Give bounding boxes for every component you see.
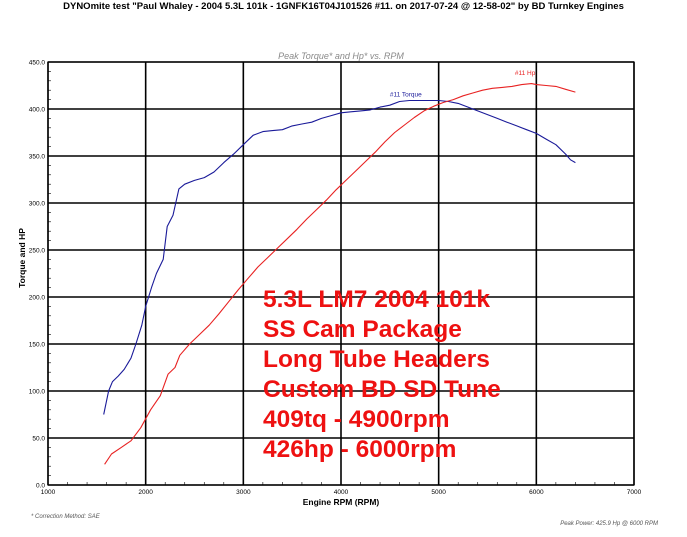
x-tick-label: 1000 <box>41 489 56 496</box>
annotation-line: 5.3L LM7 2004 101k <box>263 286 491 313</box>
annotation-line: 409tq - 4900rpm <box>263 406 450 433</box>
x-tick-label: 2000 <box>138 489 153 496</box>
x-tick-label: 5000 <box>431 489 446 496</box>
y-tick-label: 0.0 <box>36 483 45 490</box>
y-tick-label: 100.0 <box>29 389 46 396</box>
y-tick-label: 450.0 <box>29 60 46 67</box>
y-tick-label: 150.0 <box>29 342 46 349</box>
annotation-line: Custom BD SD Tune <box>263 376 501 403</box>
x-tick-label: 4000 <box>334 489 349 496</box>
y-tick-label: 300.0 <box>29 201 46 208</box>
y-tick-label: 250.0 <box>29 248 46 255</box>
series-line-torque <box>103 99 576 415</box>
x-tick-label: 3000 <box>236 489 251 496</box>
series-line-hp <box>104 83 576 465</box>
annotation-line: 426hp - 6000rpm <box>263 436 457 463</box>
y-tick-label: 350.0 <box>29 154 46 161</box>
y-axis-title: Torque and HP <box>17 228 27 288</box>
annotation-line: SS Cam Package <box>263 316 462 343</box>
peak-power-note: Peak Power: 425.9 Hp @ 6000 RPM <box>560 521 658 527</box>
y-tick-label: 200.0 <box>29 295 46 302</box>
x-axis-title: Engine RPM (RPM) <box>302 497 380 507</box>
x-tick-label: 6000 <box>529 489 544 496</box>
y-tick-label: 50.0 <box>32 436 45 443</box>
series-label-torque: #11 Torque <box>390 92 422 99</box>
build-annotation: 5.3L LM7 2004 101k SS Cam Package Long T… <box>263 285 501 465</box>
annotation-line: Long Tube Headers <box>263 346 490 373</box>
chart-subtitle: Peak Torque* and Hp* vs. RPM <box>278 51 404 61</box>
x-tick-label: 7000 <box>627 489 642 496</box>
y-tick-label: 400.0 <box>29 107 46 114</box>
correction-method-note: * Correction Method: SAE <box>31 514 100 520</box>
chart-main-title: DYNOmite test "Paul Whaley - 2004 5.3L 1… <box>63 1 624 12</box>
series-label-hp: #11 Hp <box>515 70 536 77</box>
